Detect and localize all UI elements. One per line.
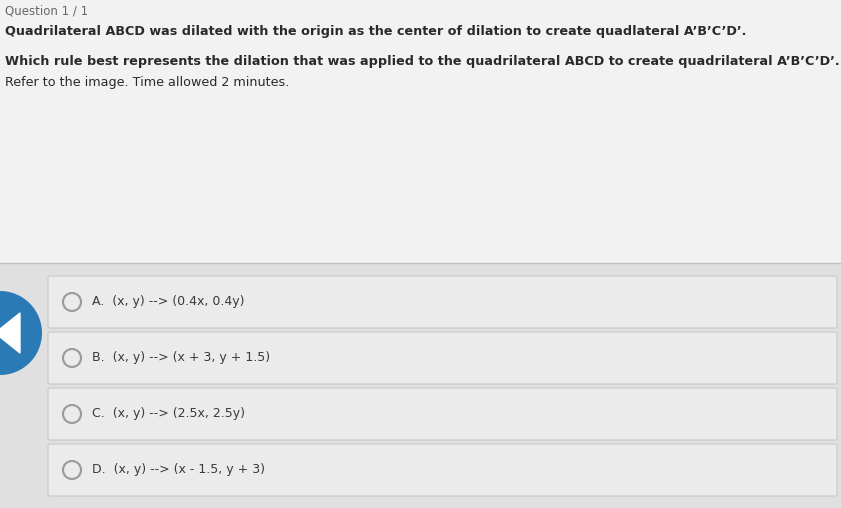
Text: Question 1 / 1: Question 1 / 1 — [5, 5, 88, 18]
FancyBboxPatch shape — [48, 444, 837, 496]
Text: A.  (x, y) --> (0.4x, 0.4y): A. (x, y) --> (0.4x, 0.4y) — [92, 296, 245, 308]
Text: B.  (x, y) --> (x + 3, y + 1.5): B. (x, y) --> (x + 3, y + 1.5) — [92, 352, 270, 365]
Text: Refer to the image. Time allowed 2 minutes.: Refer to the image. Time allowed 2 minut… — [5, 76, 289, 89]
FancyBboxPatch shape — [48, 276, 837, 328]
Text: D.  (x, y) --> (x - 1.5, y + 3): D. (x, y) --> (x - 1.5, y + 3) — [92, 463, 265, 477]
Text: Quadrilateral ABCD was dilated with the origin as the center of dilation to crea: Quadrilateral ABCD was dilated with the … — [5, 25, 746, 38]
FancyBboxPatch shape — [48, 388, 837, 440]
Polygon shape — [0, 313, 20, 353]
FancyBboxPatch shape — [48, 332, 837, 384]
Bar — [0, 263, 841, 508]
Text: Which rule best represents the dilation that was applied to the quadrilateral AB: Which rule best represents the dilation … — [5, 55, 839, 68]
Text: C.  (x, y) --> (2.5x, 2.5y): C. (x, y) --> (2.5x, 2.5y) — [92, 407, 245, 421]
Bar — [0, 0, 841, 263]
Wedge shape — [0, 291, 42, 375]
